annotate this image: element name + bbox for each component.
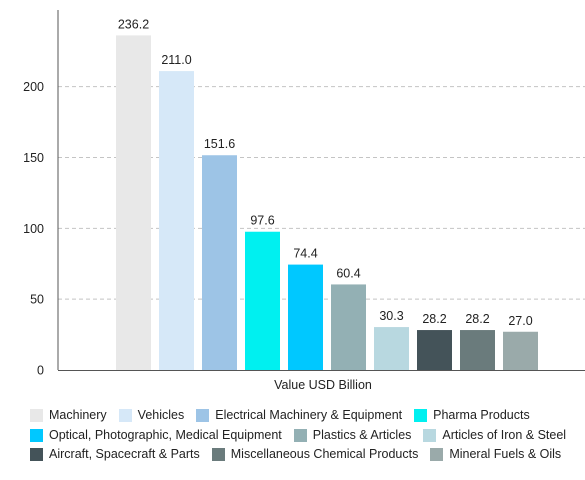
bar-value-label: 211.0 bbox=[161, 53, 191, 67]
y-tick-label: 200 bbox=[23, 80, 44, 94]
legend-item[interactable]: Mineral Fuels & Oils bbox=[430, 445, 561, 465]
bar bbox=[331, 284, 366, 370]
bar bbox=[202, 155, 237, 370]
legend-item[interactable]: Optical, Photographic, Medical Equipment bbox=[30, 426, 282, 446]
bar-value-label: 28.2 bbox=[422, 312, 446, 326]
bar bbox=[116, 35, 151, 371]
legend-label: Miscellaneous Chemical Products bbox=[230, 447, 419, 461]
legend: Machinery Vehicles Electrical Machinery & … bbox=[30, 406, 585, 465]
bar bbox=[417, 330, 452, 370]
legend-label: Vehicles bbox=[137, 408, 185, 422]
legend-swatch bbox=[118, 409, 132, 423]
legend-label: Machinery bbox=[49, 408, 107, 422]
bar-value-label: 74.4 bbox=[293, 247, 317, 261]
legend-item[interactable]: Miscellaneous Chemical Products bbox=[211, 445, 419, 465]
bar bbox=[288, 264, 323, 370]
legend-label: Articles of Iron & Steel bbox=[442, 427, 567, 442]
legend-label: Aircraft, Spacecraft & Parts bbox=[49, 447, 200, 461]
legend-item[interactable]: Plastics & Articles bbox=[293, 426, 412, 446]
legend-swatch bbox=[30, 428, 43, 442]
legend-swatch bbox=[211, 448, 225, 462]
bar-value-label: 151.6 bbox=[204, 137, 235, 151]
y-tick-label: 0 bbox=[37, 364, 44, 378]
bar-chart-plot: 0 50 100 150 200 236.2 211.0 151.6 97.6 74.4 60.4 3… bbox=[23, 10, 585, 392]
legend-row: Optical, Photographic, Medical Equipment… bbox=[30, 426, 585, 446]
legend-label: Pharma Products bbox=[433, 408, 530, 422]
legend-item[interactable]: Pharma Products bbox=[414, 406, 530, 426]
legend-swatch bbox=[196, 409, 210, 423]
legend-swatch bbox=[293, 428, 307, 442]
bar-value-label: 27.0 bbox=[508, 314, 532, 328]
legend-label: Plastics & Articles bbox=[312, 427, 412, 442]
legend-row: Aircraft, Spacecraft & Parts Miscellaneou… bbox=[30, 445, 585, 465]
legend-swatch bbox=[30, 409, 43, 423]
legend-item[interactable]: Articles of Iron & Steel bbox=[423, 426, 566, 446]
x-axis-label: Value USD Billion bbox=[274, 378, 372, 392]
legend-item[interactable]: Electrical Machinery & Equipment bbox=[196, 406, 402, 426]
legend-label: Optical, Photographic, Medical Equipment bbox=[49, 427, 282, 442]
bar bbox=[245, 231, 280, 370]
bar-value-label: 30.3 bbox=[379, 309, 403, 323]
legend-item[interactable]: Machinery bbox=[30, 406, 107, 426]
bar-value-label: 97.6 bbox=[250, 214, 274, 228]
legend-swatch bbox=[30, 448, 43, 462]
bar bbox=[159, 71, 194, 370]
legend-label: Mineral Fuels & Oils bbox=[449, 447, 562, 461]
legend-item[interactable]: Aircraft, Spacecraft & Parts bbox=[30, 445, 200, 465]
legend-item[interactable]: Vehicles bbox=[118, 406, 185, 426]
legend-swatch bbox=[430, 448, 444, 462]
legend-swatch bbox=[423, 428, 437, 442]
bar-value-label: 236.2 bbox=[118, 17, 149, 31]
legend-swatch bbox=[414, 409, 428, 423]
y-tick-label: 150 bbox=[23, 151, 44, 165]
bar-value-label: 60.4 bbox=[336, 266, 360, 280]
bar bbox=[460, 330, 495, 370]
bar-value-label: 28.2 bbox=[465, 312, 489, 326]
bar bbox=[503, 331, 538, 370]
bar bbox=[374, 327, 409, 370]
legend-label: Electrical Machinery & Equipment bbox=[215, 408, 403, 422]
y-tick-label: 50 bbox=[30, 293, 44, 307]
legend-row: Machinery Vehicles Electrical Machinery & … bbox=[30, 406, 585, 426]
y-tick-label: 100 bbox=[23, 222, 44, 236]
